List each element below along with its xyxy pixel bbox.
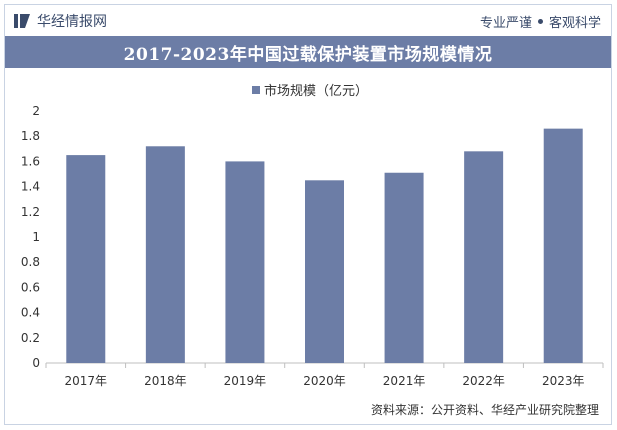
bar: [305, 180, 344, 363]
y-tick-label: 1.4: [21, 180, 40, 194]
y-tick-label: 0: [32, 356, 40, 370]
chart-title: 2017-2023年中国过载保护装置市场规模情况: [5, 36, 611, 68]
y-tick-label: 0.4: [21, 306, 40, 320]
y-tick-label: 1: [32, 230, 40, 244]
bar: [384, 172, 424, 363]
y-tick-label: 0.2: [21, 331, 40, 345]
y-tick-label: 2: [32, 104, 40, 118]
y-tick-label: 1.2: [21, 205, 40, 219]
brand-logo-icon: [14, 14, 30, 28]
slogan-left: 专业严谨: [479, 16, 532, 31]
chart-frame: 华经情报网 专业严谨 客观科学 2017-2023年中国过载保护装置市场规模情况…: [4, 4, 612, 425]
bar: [543, 128, 583, 363]
x-tick-label: 2020年: [303, 374, 346, 388]
bar: [66, 155, 106, 363]
x-tick-label: 2021年: [383, 374, 426, 388]
bar-chart: 市场规模（亿元） 0 0.2 0.4 0.6 0.8 1 1.2 1.4 1.6 1.8 2 2017年…: [21, 83, 604, 388]
top-bar: 华经情报网 专业严谨 客观科学: [5, 5, 611, 35]
source-note: 资料来源：公开资料、华经产业研究院整理: [370, 403, 599, 417]
x-tick-label: 2022年: [462, 374, 505, 388]
slogan-dot-icon: [537, 19, 543, 24]
y-tick-label: 1.6: [21, 154, 40, 168]
slogan: 专业严谨 客观科学: [480, 12, 601, 31]
bar: [225, 161, 265, 363]
y-tick-label: 0.6: [21, 280, 40, 294]
brand[interactable]: 华经情报网: [13, 11, 107, 31]
x-tick-label: 2018年: [144, 374, 187, 388]
slogan-right: 客观科学: [548, 16, 601, 31]
brand-name: 华经情报网: [37, 14, 107, 30]
legend-swatch: [252, 86, 260, 94]
legend-label: 市场规模（亿元）: [264, 83, 368, 99]
x-tick-label: 2019年: [224, 374, 267, 388]
x-tick-label: 2023年: [542, 374, 585, 388]
bar: [464, 151, 504, 363]
y-tick-label: 1.8: [21, 129, 40, 143]
x-tick-label: 2017年: [65, 374, 108, 388]
y-tick-label: 0.8: [21, 255, 40, 269]
bar: [145, 146, 185, 363]
